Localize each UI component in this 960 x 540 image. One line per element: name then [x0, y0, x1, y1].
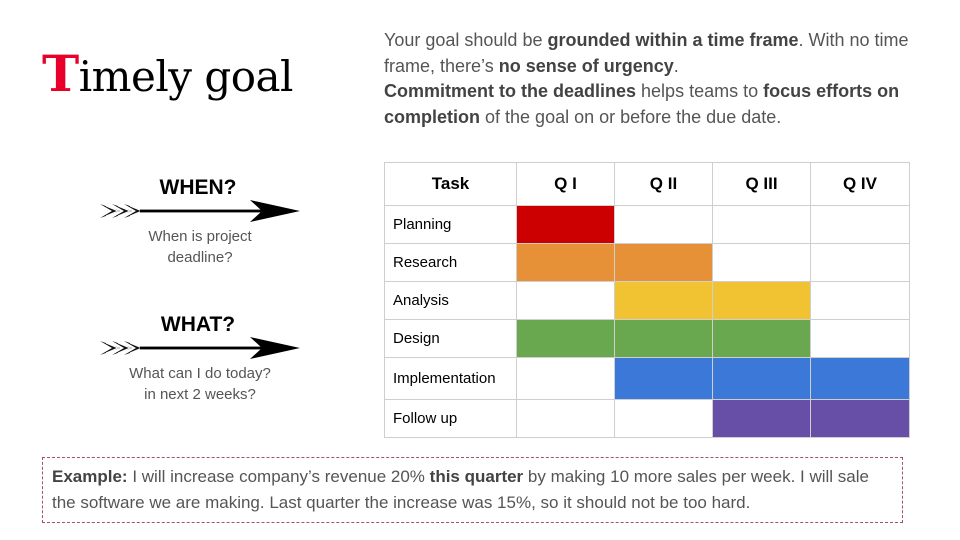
- quarter-cell: [614, 205, 713, 244]
- table-row: Design: [384, 319, 910, 358]
- what-question-line1: What can I do today?: [129, 365, 271, 382]
- title-text: imely goal: [78, 52, 294, 101]
- body-text: of the goal on or before the due date.: [480, 106, 782, 127]
- what-label: WHAT?: [160, 313, 236, 336]
- emphasis-text: focus efforts on completion: [384, 81, 900, 127]
- body-text: helps teams to: [636, 81, 764, 101]
- gantt-header-row: Task Q I Q II Q III Q IV: [384, 162, 910, 206]
- body-text: .: [673, 55, 679, 76]
- gantt-bar-cell: [516, 243, 615, 282]
- body-text: I will increase company’s revenue 20%: [127, 467, 430, 486]
- body-text: by making 10 more sales per week. I will…: [52, 467, 869, 512]
- header-q4: Q IV: [810, 162, 910, 206]
- gantt-bar-cell: [712, 281, 811, 320]
- gantt-bar-cell: [614, 243, 713, 282]
- what-question: What can I do today? in next 2 weeks?: [100, 363, 300, 405]
- task-name: Follow up: [384, 399, 517, 438]
- table-row: Implementation: [384, 357, 910, 400]
- gantt-bar-cell: [810, 357, 910, 400]
- task-name: Implementation: [384, 357, 517, 400]
- quarter-cell: [712, 243, 811, 282]
- gantt-table: Task Q I Q II Q III Q IV Planning Resear…: [384, 162, 910, 438]
- table-row: Analysis: [384, 281, 910, 320]
- body-text: . With no time frame, there’s: [384, 30, 909, 76]
- when-cue: WHEN? When is project deadline?: [100, 176, 300, 268]
- gantt-bar-cell: [810, 399, 910, 438]
- quarter-cell: [516, 281, 615, 320]
- header-q3: Q III: [712, 162, 811, 206]
- arrow-icon: [100, 337, 300, 359]
- task-name: Analysis: [384, 281, 517, 320]
- gantt-bar-cell: [516, 319, 615, 358]
- when-question-line2: deadline?: [167, 249, 233, 266]
- when-question: When is project deadline?: [100, 226, 300, 268]
- gantt-bar-cell: [614, 357, 713, 400]
- table-row: Research: [384, 243, 910, 282]
- what-question-line2: in next 2 weeks?: [144, 386, 256, 403]
- gantt-bar-cell: [614, 319, 713, 358]
- quarter-cell: [810, 205, 910, 244]
- what-cue: WHAT? What can I do today? in next 2 wee…: [100, 313, 300, 405]
- emphasis-text: grounded within a time frame: [547, 30, 799, 50]
- intro-text: Your goal should be grounded within a ti…: [384, 28, 929, 130]
- when-label: WHEN?: [159, 176, 237, 199]
- quarter-cell: [810, 243, 910, 282]
- gantt-bar-cell: [712, 357, 811, 400]
- table-row: Planning: [384, 205, 910, 244]
- gantt-bar-cell: [614, 281, 713, 320]
- quarter-cell: [516, 399, 615, 438]
- arrow-icon: [100, 200, 300, 222]
- header-q1: Q I: [516, 162, 615, 206]
- quarter-cell: [810, 319, 910, 358]
- header-task: Task: [384, 162, 517, 206]
- quarter-cell: [516, 357, 615, 400]
- body-text: Your goal should be: [384, 30, 548, 50]
- emphasis-text: this quarter: [429, 467, 524, 486]
- intro-paragraph-commitment: Commitment to the deadlines helps teams …: [384, 79, 929, 130]
- emphasis-text: no sense of urgency: [498, 55, 674, 76]
- task-name: Design: [384, 319, 517, 358]
- emphasis-text: Commitment to the deadlines: [384, 81, 637, 101]
- title-initial: T: [42, 44, 79, 103]
- slide-title: Timely goal: [42, 44, 294, 103]
- quarter-cell: [810, 281, 910, 320]
- task-name: Research: [384, 243, 517, 282]
- table-row: Follow up: [384, 399, 910, 438]
- gantt-bar-cell: [516, 205, 615, 244]
- intro-paragraph-time-frame: Your goal should be grounded within a ti…: [384, 28, 929, 79]
- emphasis-text: Example:: [52, 467, 128, 486]
- header-q2: Q II: [614, 162, 713, 206]
- quarter-cell: [712, 205, 811, 244]
- example-box: Example: I will increase company’s reven…: [42, 457, 903, 523]
- task-name: Planning: [384, 205, 517, 244]
- gantt-bar-cell: [712, 399, 811, 438]
- when-question-line1: When is project: [148, 228, 252, 245]
- gantt-bar-cell: [712, 319, 811, 358]
- quarter-cell: [614, 399, 713, 438]
